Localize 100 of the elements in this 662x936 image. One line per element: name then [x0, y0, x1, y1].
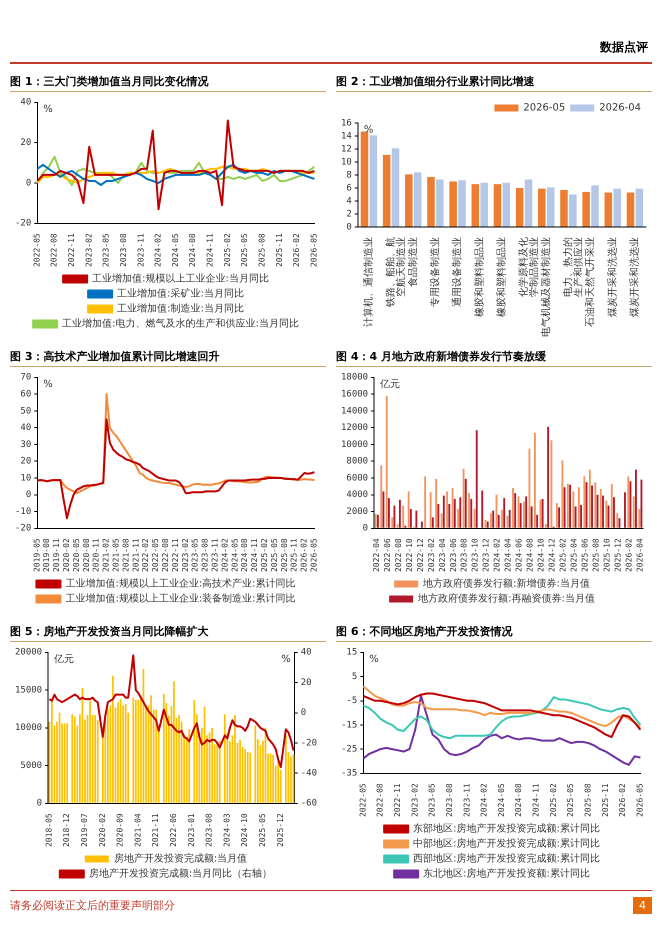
- chart-title: 图 3：高技术产业增加值累计同比增速回升: [10, 349, 326, 367]
- bar: [360, 131, 368, 226]
- bar: [516, 188, 524, 226]
- x-tick-label: 2025-02: [548, 783, 558, 818]
- y-axis-title: %: [43, 104, 53, 115]
- x-tick-label: 2021-11: [151, 813, 160, 848]
- legend-label: 工业增加值:规模以上工业企业:高技术产业:累计同比: [65, 578, 296, 590]
- x-tick-label: 2024-02: [492, 538, 502, 572]
- x-tick-label: 2025-11: [600, 783, 610, 818]
- bar: [382, 154, 390, 226]
- x-tick-label: 2025-11: [274, 233, 284, 268]
- y-tick-label: 30: [20, 440, 32, 450]
- x-tick-label: 2021-11: [131, 538, 140, 572]
- x-tick-label: 2023-11: [210, 538, 220, 572]
- y2-tick-label: 20: [300, 678, 312, 688]
- x-tick-label: 2022-11: [392, 783, 402, 818]
- y-axis-title: %: [43, 378, 53, 390]
- legend-label: 工业增加值:采矿业:当月同比: [117, 288, 244, 300]
- y-tick-label: -5: [346, 696, 358, 706]
- x-tick-label: 2023-08: [200, 538, 210, 572]
- legend-label: 东北地区:房地产开发投资额:累计同比: [423, 868, 590, 880]
- x-tick-label: 2025-05: [258, 813, 268, 848]
- x-tick-label: 2023-02: [426, 538, 436, 572]
- x-tick-label: 2019-11: [52, 538, 62, 572]
- legend-label: 工业增加值:电力、燃气及水的生产和供应业:当月同比: [62, 318, 299, 330]
- x-tick-label: 2021-08: [121, 538, 130, 572]
- x-tick-label: 2023-08: [460, 538, 469, 572]
- bar: [636, 188, 644, 226]
- x-tick-label: 2026-02: [624, 538, 634, 572]
- x-tick-label: 通用设备制造业: [451, 237, 464, 307]
- x-tick-label: 2024-08: [514, 783, 524, 818]
- y-tick-label: 50: [20, 406, 32, 416]
- x-tick-label: 电力、热力的生产和供应业: [562, 237, 585, 297]
- y-tick-label: 40: [20, 423, 32, 434]
- x-tick-label: 2022-05: [151, 538, 160, 572]
- x-tick-label: 2026-04: [635, 538, 644, 572]
- chart-title: 图 2：工业增加值细分行业累计同比增速: [336, 74, 652, 92]
- y-tick-label: 14: [340, 131, 352, 142]
- x-tick-label: 2025-10: [602, 538, 612, 572]
- y-tick-label: 15000: [15, 685, 42, 696]
- chart-title: 图 5：房地产开发投资当月同比降幅扩大: [10, 624, 326, 642]
- x-tick-label: 专用设备制造业: [429, 237, 442, 307]
- x-tick-label: 2024-04: [504, 538, 513, 572]
- x-tick-label: 2022-11: [66, 233, 76, 268]
- y-tick-label: 20000: [15, 648, 42, 658]
- x-tick-label: 2024-05: [496, 783, 506, 818]
- x-tick-label: 2022-08: [161, 538, 170, 572]
- x-tick-label: 计算机、通信制造业: [362, 237, 375, 327]
- x-tick-label: 2024-11: [206, 233, 215, 268]
- x-tick-label: 2020-09: [116, 813, 125, 848]
- y-tick-label: -35: [340, 768, 358, 779]
- y-tick-label: -15: [340, 720, 358, 730]
- y-tick-label: -20: [14, 524, 32, 534]
- x-tick-label: 2024-02: [220, 538, 230, 572]
- y-axis-title: 亿元: [379, 378, 400, 390]
- x-tick-label: 2025-04: [570, 538, 579, 572]
- x-tick-label: 2024-10: [240, 813, 250, 848]
- y-axis-title: %: [369, 654, 379, 665]
- legend-label: 房地产开发投资完成额:当月值: [114, 852, 248, 865]
- x-tick-label: 2026-05: [635, 783, 644, 818]
- y-tick-label: 0: [362, 524, 368, 534]
- x-tick-label: 2020-08: [82, 538, 91, 572]
- x-tick-label: 2023-02: [410, 783, 420, 818]
- legend-label: 东部地区:房地产开发投资完成额:累计同比: [413, 822, 600, 835]
- legend-label: 2026-04: [599, 102, 642, 114]
- bar: [569, 194, 577, 226]
- x-tick-label: 2022-04: [372, 538, 381, 572]
- x-tick-label: 2025-02: [222, 233, 232, 268]
- y2-tick-label: -60: [300, 798, 318, 809]
- x-tick-label: 2022-11: [170, 538, 180, 572]
- x-tick-label: 2025-08: [280, 538, 289, 572]
- legend-label: 地方政府债券发行额:新增债券:当月值: [422, 578, 590, 590]
- legend-label: 工业增加值:规模以上工业企业:当月同比: [92, 272, 269, 285]
- bar: [582, 192, 590, 226]
- y-tick-label: 6: [346, 183, 352, 194]
- y-axis-title: %: [364, 124, 374, 136]
- x-tick-label: 煤炭开采和洗选业: [606, 237, 618, 317]
- bar: [436, 180, 444, 226]
- bar: [472, 184, 480, 226]
- x-tick-label: 2025-02: [558, 538, 568, 572]
- x-tick-label: 2024-03: [222, 813, 232, 848]
- y-tick-label: 15: [346, 648, 358, 658]
- x-tick-label: 2018-12: [62, 813, 72, 848]
- x-tick-label: 2024-08: [240, 538, 250, 572]
- x-tick-label: 煤炭开采和洗选业: [628, 237, 641, 317]
- x-tick-label: 橡胶和塑料制品业: [473, 237, 486, 317]
- x-tick-label: 2022-02: [141, 538, 150, 572]
- y-axis-title: 亿元: [53, 654, 74, 665]
- y-tick-label: 10: [340, 157, 352, 168]
- x-tick-label: 2025-11: [290, 538, 299, 572]
- x-tick-label: 2024-08: [526, 538, 535, 572]
- bar: [591, 185, 599, 226]
- x-tick-label: 2022-06: [382, 538, 392, 572]
- bar: [560, 190, 568, 226]
- y-tick-label: 4000: [346, 490, 368, 500]
- bar: [538, 188, 546, 226]
- x-tick-label: 2020-05: [72, 538, 81, 572]
- chart-title: 图 1：三大门类增加值当月同比变化情况: [10, 74, 326, 92]
- x-tick-label: 橡胶和塑料制品业: [496, 237, 508, 317]
- x-tick-label: 2023-02: [180, 538, 190, 572]
